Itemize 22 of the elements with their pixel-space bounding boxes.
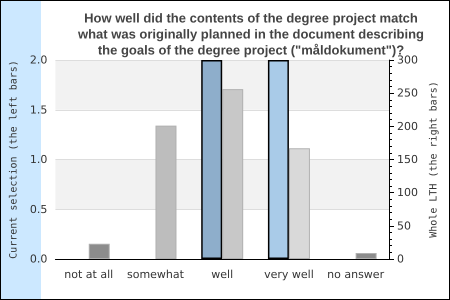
x-tick-label: somewhat: [126, 268, 185, 281]
y2-tick-label: 0: [397, 252, 404, 266]
y-axis-title: Current selection (the left bars): [8, 60, 20, 259]
bar: [155, 126, 176, 259]
y2-tick-label: 250: [397, 86, 418, 100]
x-tick-label: not at all: [64, 268, 114, 281]
bar: [356, 253, 377, 259]
y-tick-label: 0.5: [30, 202, 48, 216]
bar: [88, 244, 110, 259]
x-tick-label: no answer: [327, 268, 385, 281]
y-tick-label: 2.0: [30, 54, 48, 66]
y2-tick-label: 200: [397, 120, 418, 133]
y2-tick-label: 300: [397, 54, 418, 66]
y-tick-label: 0.0: [30, 252, 48, 266]
y2-tick-label: 150: [397, 153, 418, 166]
x-tick-label: well: [211, 268, 234, 281]
y2-tick-label: 50: [397, 219, 411, 232]
y2-tick-label: 100: [397, 186, 418, 200]
y-tick-label: 1.0: [30, 153, 48, 166]
y-tick-label: 1.5: [30, 103, 48, 116]
y2-axis-title: Whole LTH (the right bars): [428, 81, 440, 238]
x-tick-label: very well: [264, 268, 314, 281]
